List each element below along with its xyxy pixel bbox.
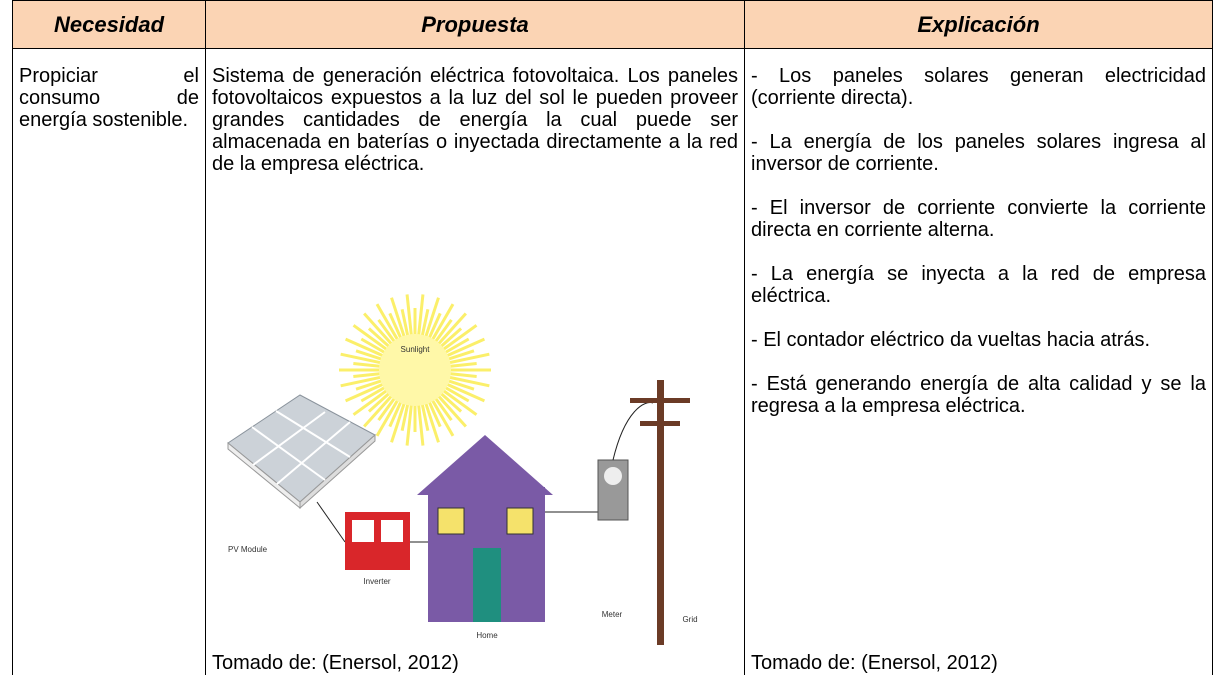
- sun-ray: [363, 391, 397, 428]
- solar-diagram: Sunlight PV Module Inverter Home Meter G…: [227, 294, 698, 645]
- sun-ray: [363, 312, 397, 349]
- proposal-cell: Sistema de generación eléctrica fotovolt…: [205, 49, 744, 675]
- sun-ray: [444, 374, 490, 388]
- pv-label: PV Module: [228, 545, 268, 554]
- explanation-item: - El contador eléctrico da vueltas hacia…: [751, 329, 1151, 351]
- sun-ray: [422, 297, 440, 342]
- gauge: [352, 520, 374, 542]
- sun-ray: [390, 297, 408, 342]
- sun-ray: [428, 395, 455, 437]
- source: Tomado de: (Enersol, 2012): [751, 652, 998, 674]
- pole: [657, 380, 664, 645]
- home-label: Home: [476, 631, 498, 640]
- need-cell: Propiciar el consumo de energía sostenib…: [12, 49, 205, 675]
- proposal-text: Sistema de generación eléctrica fotovolt…: [212, 65, 738, 175]
- sun: [339, 294, 491, 446]
- sun-ray: [375, 395, 402, 437]
- wire: [316, 501, 346, 543]
- window: [437, 507, 465, 535]
- explanation-list: - Los paneles solares generan electricid…: [751, 65, 1206, 417]
- grid-label: Grid: [682, 615, 697, 624]
- explanation-item: - Los paneles solares generan electricid…: [751, 65, 1206, 109]
- meter-label: Meter: [602, 610, 623, 619]
- sun-ray: [340, 352, 386, 366]
- sun-ray: [344, 380, 389, 403]
- sun-ray: [441, 380, 486, 403]
- header-cell: Propuesta: [205, 0, 744, 49]
- sun-ray: [416, 294, 425, 341]
- explanation-item: - El inversor de corriente convierte la …: [751, 197, 1206, 241]
- sun-ray: [444, 352, 490, 366]
- window: [506, 507, 534, 535]
- pv-grid: [251, 410, 351, 485]
- door: [473, 548, 501, 622]
- gauge: [381, 520, 403, 542]
- sun-ray: [352, 386, 392, 416]
- crossbar: [630, 398, 690, 403]
- source: Tomado de: (Enersol, 2012): [212, 652, 459, 674]
- sun-core: [379, 334, 451, 406]
- pv-edge: [299, 433, 376, 510]
- sun-label: Sunlight: [401, 345, 431, 354]
- sun-ray: [340, 374, 386, 388]
- roof: [417, 435, 553, 495]
- crossbar: [640, 421, 680, 426]
- sun-ray: [405, 294, 414, 341]
- sun-ray: [441, 337, 486, 360]
- sun-ray: [416, 399, 425, 446]
- need-text: Propiciar el consumo de energía sostenib…: [19, 65, 199, 131]
- explanation-item: - La energía se inyecta a la red de empr…: [751, 263, 1206, 307]
- sun-ray: [438, 324, 478, 354]
- sun-ray: [390, 398, 408, 443]
- sun-ray: [438, 386, 478, 416]
- sun-ray: [375, 303, 402, 345]
- pv-panel: [227, 394, 376, 503]
- explanation-item: - La energía de los paneles solares ingr…: [751, 131, 1206, 175]
- wire: [612, 402, 654, 461]
- sun-ray: [428, 303, 455, 345]
- sun-ray: [344, 337, 389, 360]
- explanation-cell: - Los paneles solares generan electricid…: [744, 49, 1213, 675]
- header-cell: Explicación: [744, 0, 1213, 49]
- sun-ray: [405, 399, 414, 446]
- sun-ray: [433, 312, 467, 349]
- explanation-item: - Está generando energía de alta calidad…: [751, 373, 1206, 417]
- inverter-label: Inverter: [363, 577, 390, 586]
- sun-ray: [433, 391, 467, 428]
- header-cell: Necesidad: [12, 0, 205, 49]
- meter-dial: [604, 467, 622, 485]
- sun-ray: [422, 398, 440, 443]
- sun-ray: [352, 324, 392, 354]
